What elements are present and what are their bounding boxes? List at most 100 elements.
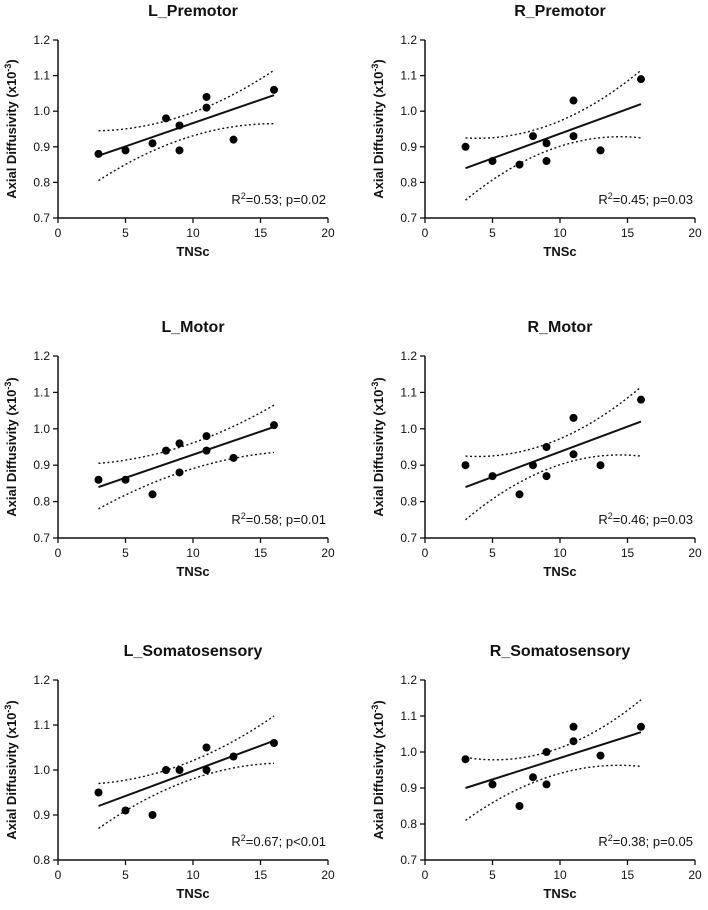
y-tick-label: 0.8 — [33, 853, 50, 867]
data-point — [202, 766, 211, 774]
y-tick-label: 1.0 — [33, 422, 50, 436]
y-axis-label: Axial Diffusivity (x10-3) — [3, 377, 19, 517]
x-tick-label: 5 — [489, 226, 496, 240]
data-point — [515, 160, 524, 169]
y-tick-label: 1.2 — [33, 349, 50, 363]
y-tick-label: 1.2 — [400, 349, 417, 363]
x-tick-label: 15 — [621, 868, 635, 882]
data-point — [569, 96, 578, 105]
y-axis-label-exponent: -3 — [370, 705, 380, 713]
confidence-band-lower — [98, 451, 275, 510]
y-axis-label-text: Axial Diffusivity (x10 — [371, 72, 386, 199]
y-tick-label: 1.0 — [400, 422, 417, 436]
x-tick-label: 0 — [422, 868, 429, 882]
confidence-band-lower — [465, 136, 642, 201]
y-tick-label: 1.0 — [33, 104, 50, 118]
y-tick-label: 1.1 — [400, 709, 417, 723]
y-tick-label: 0.8 — [33, 175, 50, 189]
y-axis-label-text: Axial Diffusivity (x10 — [4, 390, 19, 517]
y-tick-label: 0.8 — [33, 495, 50, 509]
y-tick-label: 1.2 — [400, 33, 417, 47]
y-tick-label: 0.8 — [400, 817, 417, 831]
regression-line — [98, 739, 275, 807]
confidence-band-lower — [465, 764, 642, 821]
x-tick-label: 5 — [489, 546, 496, 560]
stats-values: =0.53; p=0.02 — [246, 192, 326, 207]
y-tick-label: 1.1 — [33, 385, 50, 399]
data-point — [121, 806, 130, 815]
data-point — [202, 446, 211, 455]
y-axis-label-close: ) — [371, 700, 386, 704]
x-tick-label: 20 — [688, 546, 702, 560]
y-tick-label: 0.7 — [400, 211, 417, 225]
y-tick-label: 1.1 — [33, 718, 50, 732]
y-tick-label: 1.1 — [33, 69, 50, 83]
x-tick-label: 15 — [621, 226, 635, 240]
x-axis-label: TNSc — [543, 886, 576, 901]
data-point — [515, 802, 524, 810]
x-tick-label: 15 — [254, 546, 268, 560]
x-tick-label: 20 — [321, 868, 335, 882]
y-tick-label: 1.2 — [400, 673, 417, 687]
data-point — [529, 773, 537, 782]
data-point — [229, 453, 238, 462]
y-tick-label: 1.0 — [400, 104, 417, 118]
data-point — [488, 472, 497, 481]
y-tick-label: 1.1 — [400, 385, 417, 399]
y-axis-label: Axial Diffusivity (x10-3) — [3, 700, 19, 840]
y-axis-label: Axial Diffusivity (x10-3) — [3, 59, 19, 199]
scatter-panel: R_Motor 0 5 10 15 20 0.7 0.8 0.9 1.0 1.1 1.2 TNSc Axi… — [370, 319, 702, 579]
confidence-band-upper — [98, 715, 275, 785]
y-tick-label: 1.2 — [33, 673, 50, 687]
data-point — [94, 475, 103, 484]
chart-title: R_Premotor — [514, 3, 606, 20]
x-tick-label: 20 — [321, 546, 335, 560]
y-tick-label: 1.0 — [33, 763, 50, 777]
data-point — [461, 461, 470, 470]
stats-annotation: R2=0.45; p=0.03 — [598, 191, 693, 207]
confidence-band-lower — [98, 122, 275, 182]
stats-r-superscript: 2 — [241, 511, 246, 521]
data-point — [202, 432, 211, 441]
data-point — [270, 85, 278, 94]
x-tick-label: 15 — [254, 868, 268, 882]
data-point — [202, 103, 211, 112]
x-tick-label: 0 — [55, 546, 62, 560]
stats-r-superscript: 2 — [241, 833, 246, 843]
chart-title: R_Motor — [528, 319, 593, 336]
y-axis-label: Axial Diffusivity (x10-3) — [370, 377, 386, 517]
x-tick-label: 15 — [621, 546, 635, 560]
data-point — [542, 157, 551, 166]
data-point — [569, 413, 578, 422]
data-point — [175, 468, 184, 477]
y-axis-label-close: ) — [4, 59, 19, 63]
stats-r-superscript: 2 — [608, 833, 613, 843]
y-tick-label: 0.7 — [400, 531, 417, 545]
x-tick-label: 10 — [186, 226, 200, 240]
scatter-panel: L_Premotor 0 5 10 15 20 0.7 0.8 0.9 1.0 1.1 1.2 TNSc… — [3, 3, 335, 259]
data-point — [202, 743, 211, 752]
stats-annotation: R2=0.67; p<0.01 — [231, 833, 326, 849]
stats-values: =0.45; p=0.03 — [613, 192, 693, 207]
stats-values: =0.58; p=0.01 — [246, 512, 326, 527]
y-axis-label-exponent: -3 — [370, 382, 380, 390]
y-tick-label: 0.7 — [400, 853, 417, 867]
stats-annotation: R2=0.53; p=0.02 — [231, 191, 326, 207]
y-axis-label-text: Axial Diffusivity (x10 — [4, 713, 19, 840]
x-tick-label: 10 — [553, 226, 567, 240]
scatter-panel: L_Somatosensory 0 5 10 15 20 0.8 0.9 1.0 1.1 1.2 TN… — [3, 643, 335, 901]
data-point — [569, 450, 578, 459]
data-point — [148, 139, 157, 148]
data-point — [488, 780, 497, 789]
x-axis-label: TNSc — [176, 244, 209, 259]
y-axis-label-exponent: -3 — [3, 705, 13, 713]
data-point — [461, 142, 470, 151]
data-point — [270, 739, 278, 747]
x-tick-label: 0 — [422, 226, 429, 240]
data-point — [515, 490, 524, 499]
data-point — [542, 780, 551, 789]
data-point — [229, 752, 238, 761]
stats-r-label: R — [598, 834, 607, 849]
stats-values: =0.67; p<0.01 — [246, 834, 326, 849]
